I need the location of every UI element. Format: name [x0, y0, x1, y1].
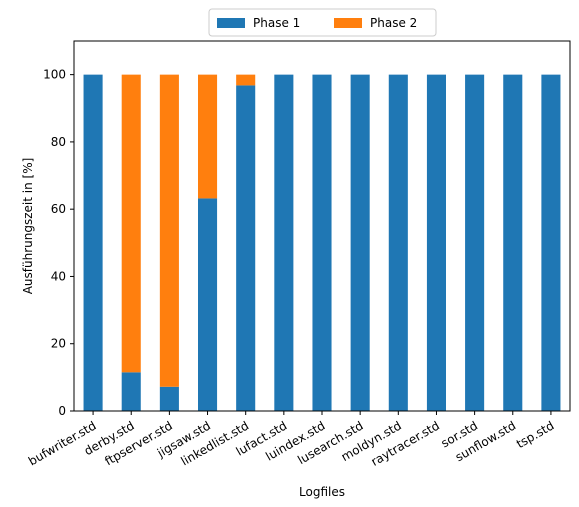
bar-jigsaw-std-series-2 — [198, 74, 218, 199]
bar-raytracer-std-series-1 — [426, 74, 446, 412]
y-axis: 0 20 40 60 80 100 — [43, 68, 74, 418]
plot-frame — [73, 40, 571, 412]
bars-layer — [83, 74, 561, 412]
legend: Phase 1 Phase 2 — [208, 8, 437, 37]
bar-moldyn-std-series-1 — [388, 74, 408, 412]
y-tick-label: 20 — [51, 337, 66, 351]
x-tick-label: tsp.std — [514, 418, 556, 451]
x-axis: bufwriter.stdderby.stdftpserver.stdjigsa… — [26, 411, 556, 469]
legend-swatch — [334, 18, 362, 28]
bar-tsp-std-series-1 — [541, 74, 561, 412]
bar-lusearch-std-series-1 — [350, 74, 370, 412]
bar-linkedlist-std-series-2 — [236, 74, 256, 86]
bar-bufwriter-std-series-1 — [83, 74, 103, 412]
y-tick-label: 0 — [58, 404, 66, 418]
bar-lufact-std-series-1 — [274, 74, 294, 412]
x-axis-label: Logfiles — [299, 485, 345, 499]
bar-derby-std-series-2 — [121, 74, 141, 373]
bar-linkedlist-std-series-1 — [236, 85, 256, 412]
bar-ftpserver-std-series-1 — [159, 386, 179, 411]
legend-label: Phase 2 — [370, 16, 417, 30]
y-axis-label: Ausführungszeit in [%] — [21, 158, 35, 295]
y-tick-label: 100 — [43, 68, 66, 82]
y-tick-label: 40 — [51, 269, 66, 283]
bar-sor-std-series-1 — [465, 74, 485, 412]
y-tick-label: 80 — [51, 135, 66, 149]
bar-derby-std-series-1 — [121, 372, 141, 411]
bar-sunflow-std-series-1 — [503, 74, 523, 412]
bar-jigsaw-std-series-1 — [198, 198, 218, 411]
legend-label: Phase 1 — [253, 16, 300, 30]
y-tick-label: 60 — [51, 202, 66, 216]
legend-swatch — [217, 18, 245, 28]
legend-box — [208, 8, 437, 37]
bar-ftpserver-std-series-2 — [159, 74, 179, 387]
bar-luindex-std-series-1 — [312, 74, 332, 412]
